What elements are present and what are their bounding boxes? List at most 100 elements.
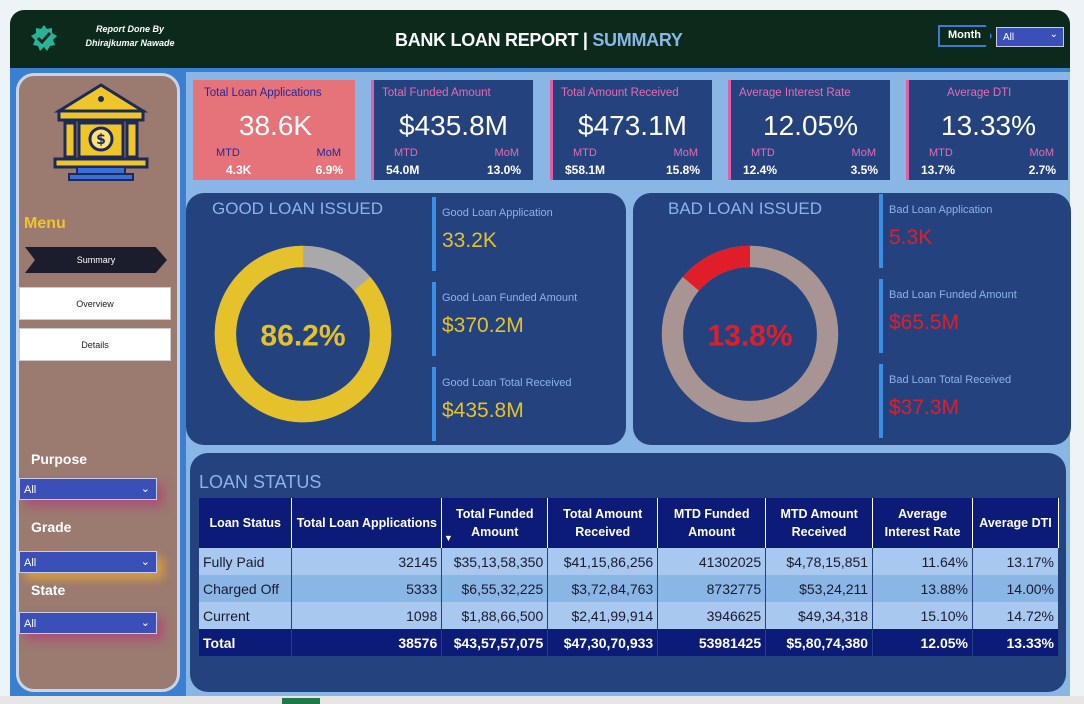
table-cell: 38576 [291, 629, 443, 656]
table-cell: 15.10% [872, 602, 973, 629]
chevron-down-icon: ⌄ [140, 617, 150, 629]
kpi-value: 38.6K [238, 110, 313, 141]
table-cell: 41302025 [657, 548, 767, 575]
kpi-card-funded-amount: Total Funded Amount $435.8M MTD MoM 54.0… [371, 80, 533, 180]
state-filter-value: All [24, 618, 37, 630]
table-cell: 11.64% [872, 548, 973, 575]
stat-value: $65.5M [889, 311, 960, 334]
table-cell: $53,24,211 [765, 575, 874, 602]
kpi-title: Total Loan Applications [204, 87, 322, 99]
sheet-tab-active[interactable] [282, 698, 320, 704]
kpi-mom-value: 15.8% [665, 163, 700, 177]
kpi-mom-label: MoM [316, 147, 341, 159]
table-cell: 53981425 [657, 629, 767, 656]
purpose-filter-value: All [24, 484, 37, 496]
table-cell: Total [199, 629, 293, 656]
kpi-mtd-label: MTD [394, 147, 418, 159]
table-cell: $47,30,70,933 [547, 629, 659, 656]
table-cell: $6,55,32,225 [441, 575, 549, 602]
stat-label: Bad Loan Application [889, 204, 993, 216]
kpi-mom-value: 2.7% [1028, 163, 1056, 177]
nav-details[interactable]: Details [19, 328, 171, 361]
table-cell: $3,72,84,763 [547, 575, 659, 602]
table-cell: 12.05% [872, 629, 973, 656]
kpi-card-interest-rate: Average Interest Rate 12.05% MTD MoM 12.… [728, 80, 890, 180]
table-row: Fully Paid 32145 $35,13,58,350 $41,15,86… [199, 548, 1059, 575]
stat-value: 5.3K [889, 226, 933, 249]
kpi-mtd-value: $58.1M [565, 163, 606, 177]
table-cell: $5,80,74,380 [765, 629, 874, 656]
table-cell: $43,57,57,075 [441, 629, 549, 656]
column-header[interactable]: Total Amount Received [547, 498, 659, 548]
kpi-mom-value: 3.5% [850, 163, 878, 177]
chevron-down-icon: ⌄ [140, 556, 150, 568]
kpi-value: 13.33% [941, 110, 1036, 141]
column-header[interactable]: Total Funded Amount [441, 498, 549, 548]
kpi-value: $435.8M [399, 110, 508, 141]
credit-line-1: Report Done By [95, 24, 164, 34]
bad-loan-percent: 13.8% [707, 320, 792, 353]
table-cell: 13.17% [972, 548, 1059, 575]
kpi-mom-value: 13.0% [486, 163, 521, 177]
title-main: BANK LOAN REPORT | [395, 30, 588, 50]
kpi-mtd-label: MTD [751, 147, 775, 159]
nav-summary[interactable]: Summary [25, 247, 167, 273]
header-bar: Report Done By Dhirajkumar Nawade BANK L… [10, 10, 1070, 68]
grade-filter-select[interactable]: All ⌄ [19, 551, 157, 573]
nav-overview[interactable]: Overview [19, 287, 171, 320]
kpi-title: Average Interest Rate [739, 87, 851, 99]
stat-label: Good Loan Application [442, 207, 553, 219]
menu-label: Menu [24, 215, 66, 232]
stat-label: Bad Loan Funded Amount [889, 289, 1017, 301]
grade-filter-label: Grade [31, 519, 72, 535]
state-filter-select[interactable]: All ⌄ [19, 612, 157, 634]
bad-loan-applications-stat: Bad Loan Application 5.3K [879, 194, 1059, 268]
column-header[interactable]: Average DTI [972, 498, 1059, 548]
kpi-card-average-dti: Average DTI 13.33% MTD MoM 13.7% 2.7% [906, 80, 1068, 180]
table-cell: 1098 [291, 602, 443, 629]
table-total-row: Total 38576 $43,57,57,075 $47,30,70,933 … [199, 629, 1059, 656]
good-loan-received-stat: Good Loan Total Received $435.8M [432, 367, 612, 441]
table-cell: 13.33% [972, 629, 1059, 656]
table-row: Current 1098 $1,88,66,500 $2,41,99,914 3… [199, 602, 1059, 629]
good-loan-title: GOOD LOAN ISSUED [212, 199, 383, 218]
kpi-title: Average DTI [947, 87, 1012, 99]
table-cell: 8732775 [657, 575, 767, 602]
sort-descending-icon[interactable]: ▼ [444, 533, 453, 543]
stat-value: 33.2K [442, 229, 497, 252]
column-header[interactable]: MTD Amount Received [765, 498, 874, 548]
report-credit: Report Done By Dhirajkumar Nawade [72, 22, 188, 50]
column-header[interactable]: Average Interest Rate [872, 498, 973, 548]
column-header[interactable]: MTD Funded Amount [657, 498, 767, 548]
chevron-down-icon: ⌄ [140, 483, 150, 495]
kpi-value: 12.05% [763, 110, 858, 141]
stat-label: Good Loan Funded Amount [442, 292, 578, 304]
purpose-filter-select[interactable]: All ⌄ [19, 478, 157, 500]
title-accent: SUMMARY [592, 30, 683, 50]
table-row: Charged Off 5333 $6,55,32,225 $3,72,84,7… [199, 575, 1059, 602]
page-title: BANK LOAN REPORT | SUMMARY [395, 30, 683, 51]
column-header[interactable]: Loan Status [199, 498, 293, 548]
kpi-mom-value: 6.9% [315, 163, 343, 177]
bad-loan-funded-stat: Bad Loan Funded Amount $65.5M [879, 279, 1059, 353]
bad-loan-received-stat: Bad Loan Total Received $37.3M [879, 364, 1059, 438]
column-header[interactable]: Total Loan Applications [291, 498, 443, 548]
kpi-mom-label: MoM [494, 147, 519, 159]
good-loan-applications-stat: Good Loan Application 33.2K [432, 197, 612, 271]
chevron-down-icon: ⌄ [1049, 29, 1058, 40]
kpi-mtd-value: 4.3K [226, 163, 252, 177]
good-loan-donut-arc [214, 245, 392, 423]
table-cell: 14.72% [972, 602, 1059, 629]
kpi-row: Total Loan Applications 38.6K MTD MoM 4.… [186, 72, 1070, 188]
stat-value: $435.8M [442, 399, 524, 422]
month-filter-select[interactable]: All ⌄ [996, 27, 1064, 47]
bank-building-icon: $ [53, 83, 149, 181]
kpi-card-total-applications: Total Loan Applications 38.6K MTD MoM 4.… [193, 80, 355, 180]
kpi-mom-label: MoM [1029, 147, 1054, 159]
bad-loan-title: BAD LOAN ISSUED [668, 199, 822, 218]
stat-label: Bad Loan Total Received [889, 374, 1012, 386]
stat-value: $370.2M [442, 314, 524, 337]
table-cell: 3946625 [657, 602, 767, 629]
loan-status-title: LOAN STATUS [199, 472, 322, 492]
sidebar: $ Menu Summary Overview Details Purpose … [16, 73, 180, 692]
